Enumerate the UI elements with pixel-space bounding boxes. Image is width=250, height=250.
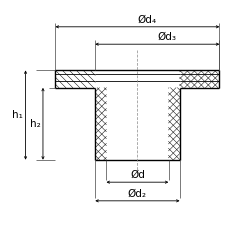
Text: h₁: h₁	[12, 110, 23, 120]
Text: Ød₃: Ød₃	[158, 32, 177, 42]
Text: Ød₄: Ød₄	[138, 14, 157, 24]
Text: Ød₂: Ød₂	[128, 188, 147, 198]
Text: h₂: h₂	[30, 119, 40, 129]
Text: Ød: Ød	[130, 170, 145, 180]
